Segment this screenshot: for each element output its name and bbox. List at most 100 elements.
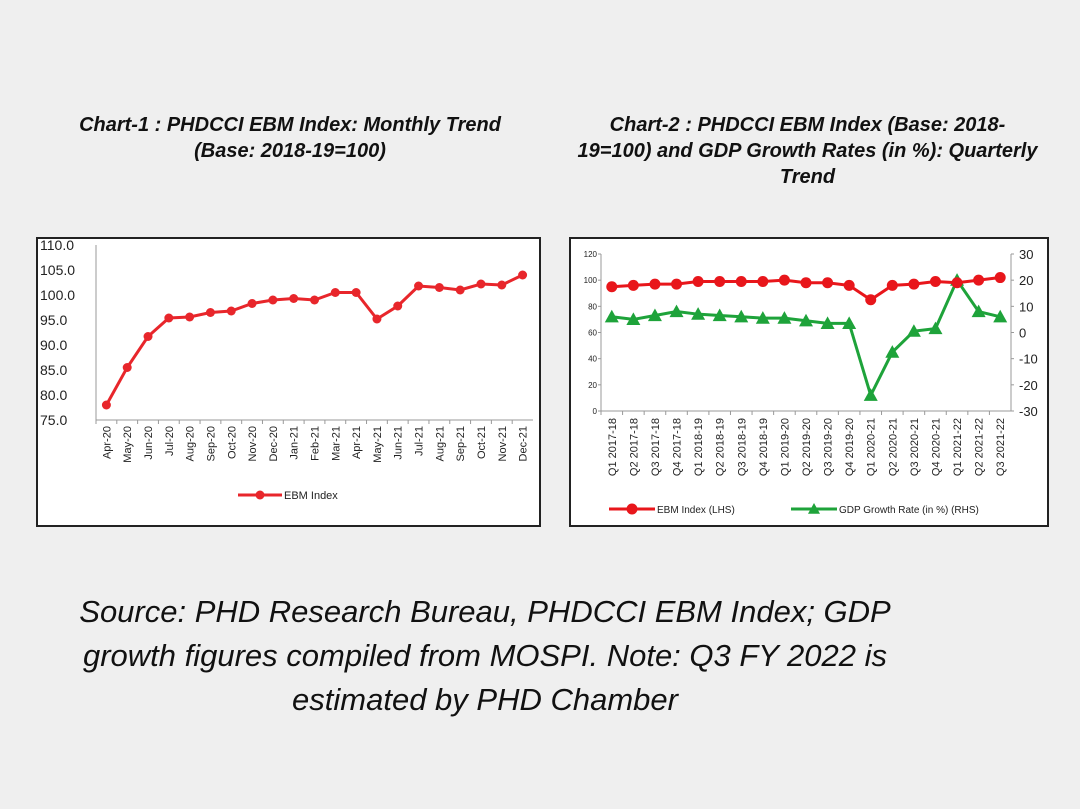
source-note-line3: estimated by PHD Chamber [292,682,678,717]
x-tick-label: Oct-20 [226,426,238,459]
x-tick-label: May-21 [372,426,384,463]
x-tick-label: Q2 2017-18 [628,418,640,476]
gdp-growth-line [611,277,1001,400]
ebm-index-point [951,277,963,289]
ebm-index-point [310,295,319,305]
ebm-index-point [800,277,812,289]
ebm-index-point [692,275,704,287]
ebm-index-point [434,283,444,292]
ebm-index-point [865,294,877,306]
x-tick-label: Dec-21 [518,426,530,461]
x-tick-label: May-20 [122,426,134,463]
ebm-index-point [649,278,661,290]
x-tick-label: Dec-20 [268,426,280,461]
x-tick-label: Mar-21 [330,426,342,461]
y-tick-label: 85.0 [40,362,67,378]
right-tick-label: -10 [1019,352,1038,367]
source-note-line1: Source: PHD Research Bureau, PHDCCI EBM … [79,594,891,629]
ebm-index-point [185,312,195,322]
y-tick-label: 105.0 [40,262,75,278]
chart2-title-line2: 19=100) and GDP Growth Rates (in %): Qua… [577,140,1038,162]
ebm-index-point [268,295,278,305]
chart1-svg: 75.0 80.0 85.0 90.0 95.0 100.0 105.0 110.0 Apr-2… [40,239,533,502]
gdp-growth-point [842,316,857,329]
left-tick-label: 40 [588,355,597,364]
gdp-growth-point [906,324,921,337]
x-tick-label: Q3 2017-18 [650,418,662,476]
x-tick-label: Aug-20 [185,426,197,461]
legend-label: EBM Index [284,490,338,502]
x-tick-label: Q1 2021-22 [952,418,964,476]
ebm-index-point [164,313,174,323]
x-tick-label: Q4 2020-21 [930,418,942,476]
x-tick-label: Sep-20 [205,426,217,461]
ebm-index-point [757,275,769,287]
x-tick-label: Q2 2020-21 [887,418,899,476]
chart2-title: Chart-2 : PHDCCI EBM Index (Base: 2018- … [555,112,1060,190]
left-tick-label: 20 [588,381,597,390]
ebm-index-point [843,279,855,291]
ebm-index-point [735,275,747,287]
gdp-growth-point [669,304,684,318]
left-tick-label: 60 [588,329,597,338]
ebm-index-point [973,274,985,286]
ebm-index-point [247,299,257,308]
chart1-title-line1: Chart-1 : PHDCCI EBM Index: Monthly Tren… [79,114,501,136]
gdp-growth-point [734,309,749,323]
x-tick-label: Q1 2020-21 [866,418,878,476]
gdp-growth-point [820,316,835,329]
x-tick-label: Q1 2019-20 [779,418,791,476]
ebm-index-point [994,272,1006,284]
x-tick-label: Jan-21 [289,426,301,460]
right-tick-label: 20 [1019,273,1033,288]
ebm-index-point [289,294,299,303]
gdp-growth-point [928,321,943,335]
x-tick-label: Q1 2018-19 [693,418,705,476]
right-tick-label: 0 [1019,326,1026,341]
ebm-index-point [606,281,618,293]
right-tick-label: 10 [1019,299,1033,314]
ebm-index-point [393,301,403,311]
ebm-index-point [714,275,726,287]
y-tick-label: 95.0 [40,312,67,328]
x-tick-label: Nov-21 [497,426,509,461]
x-tick-label: Q4 2019-20 [844,418,856,476]
x-tick-label: Q2 2021-22 [974,418,986,476]
gdp-growth-point [647,308,662,322]
x-tick-label: Feb-21 [310,426,322,461]
ebm-index-point [372,314,382,324]
x-tick-label: Q2 2018-19 [715,418,727,476]
x-tick-label: Nov-20 [247,426,259,461]
x-tick-label: Q3 2021-22 [995,418,1007,476]
legend-ebm-swatch-marker [626,503,638,515]
gdp-growth-point [755,311,770,324]
ebm-index-point [627,279,639,291]
ebm-index-point [518,270,528,280]
right-tick-label: -20 [1019,378,1038,393]
ebm-index-point [778,274,790,286]
ebm-index-point [929,275,941,287]
x-tick-label: Q3 2018-19 [736,418,748,476]
x-tick-label: Q3 2019-20 [823,418,835,476]
ebm-index-point [101,400,111,410]
ebm-index-point [330,288,340,297]
ebm-index-point [122,363,132,372]
chart1-panel: 75.0 80.0 85.0 90.0 95.0 100.0 105.0 110.0 Apr-2… [36,237,541,527]
gdp-growth-point [604,309,619,323]
legend-gdp-swatch-marker [808,503,820,514]
chart2-title-line3: Trend [779,166,836,188]
chart1-title-line2: (Base: 2018-19=100) [194,140,386,162]
ebm-index-point [822,277,834,289]
x-tick-label: Apr-20 [101,426,113,459]
y-tick-label: 100.0 [40,287,75,303]
y-tick-label: 110.0 [40,239,74,253]
gdp-growth-point [885,345,900,358]
gdp-growth-point [971,304,986,318]
x-tick-label: Jul-21 [414,426,426,456]
x-tick-label: Sep-21 [455,426,467,461]
chart2-panel: 0 20 40 60 80 100 120 -30 -20 -10 0 10 20 30 Q1 2017-1… [569,237,1049,527]
x-tick-label: Q2 2019-20 [801,418,813,476]
ebm-index-point [497,280,507,290]
ebm-index-point [143,332,153,341]
legend-gdp-label: GDP Growth Rate (in %) (RHS) [839,505,979,516]
